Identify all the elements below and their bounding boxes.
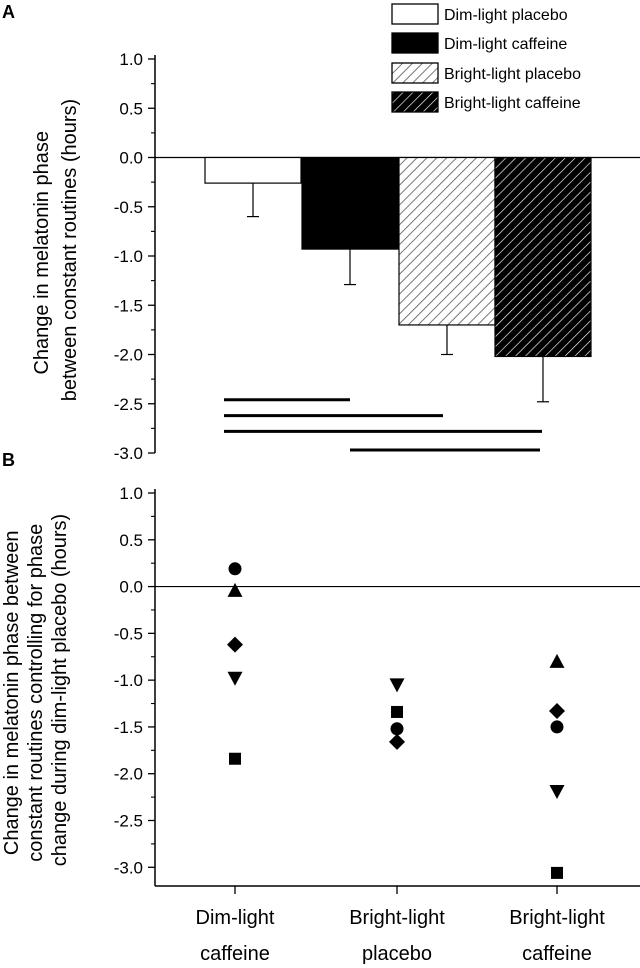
square-point: [391, 705, 403, 718]
panel-a-ytick-label: 1.0: [119, 50, 143, 69]
panel-b-ytick-label: 1.0: [119, 484, 143, 503]
panel-a-ytick-label: -2.0: [114, 346, 143, 365]
panel-a-ytick-label: 0.5: [119, 99, 143, 118]
panel-a-ytick-label: -1.0: [114, 247, 143, 266]
legend-swatch: [391, 32, 439, 54]
circle-point: [390, 722, 404, 736]
panel-b-ytick-label: -1.0: [114, 671, 143, 690]
square-point: [551, 866, 563, 879]
panel-label-a: A: [2, 2, 15, 22]
panel-b-ytick-label: 0.0: [119, 578, 143, 597]
panel-a-ytick-label: -2.5: [114, 395, 143, 414]
panel-b-ytick-label: -2.5: [114, 812, 143, 831]
panel-b-ytick-label: -1.5: [114, 718, 143, 737]
panel-a-ytick-label: -0.5: [114, 198, 143, 217]
category-label: placebo: [362, 943, 432, 965]
triangle-up-point: [227, 582, 243, 597]
category-label: Bright-light: [509, 907, 605, 929]
legend-label: Dim-light placebo: [444, 7, 568, 24]
circle-point: [550, 720, 564, 734]
diamond-point: [389, 733, 405, 750]
category-label: Dim-light: [196, 907, 275, 929]
category-label: Bright-light: [349, 907, 445, 929]
panel-b-ytick-label: -3.0: [114, 858, 143, 877]
panel-a-ylabel: Change in melatonin phase between consta…: [31, 99, 81, 401]
legend-label: Bright-light placebo: [444, 66, 581, 83]
diamond-point: [227, 636, 243, 653]
panel-b-ytick-label: -2.0: [114, 765, 143, 784]
triangle-up-point: [549, 653, 565, 668]
legend-swatch: [391, 91, 439, 113]
legend: Dim-light placebo Dim-light caffeine Brigh…: [391, 3, 581, 113]
legend-label: Dim-light caffeine: [444, 36, 567, 53]
legend-label: Bright-light caffeine: [444, 95, 581, 112]
triangle-down-point: [549, 784, 565, 799]
bar-0: [204, 156, 302, 184]
legend-swatch: [391, 3, 439, 25]
triangle-down-point: [227, 671, 243, 686]
panel-b-ylabel: Change in melatonin phase between consta…: [1, 514, 71, 866]
square-point: [229, 752, 241, 765]
category-label: caffeine: [200, 943, 270, 965]
panel-a-bar-chart: 1.0 0.5 0.0 -0.5 -1.0 -1.5 -2.0 -2.5 -3.0 Change…: [31, 3, 640, 463]
legend-swatch: [391, 62, 439, 84]
bar-1: [301, 156, 399, 250]
circle-point: [228, 562, 242, 576]
panel-a-ytick-label: -3.0: [114, 444, 143, 463]
diamond-point: [549, 703, 565, 720]
category-label: caffeine: [522, 943, 592, 965]
panel-b-ytick-label: -0.5: [114, 624, 143, 643]
bar-2: [398, 156, 496, 326]
panel-a-ytick-label: 0.0: [119, 149, 143, 168]
panel-b-scatter-chart: 1.0 0.5 0.0 -0.5 -1.0 -1.5 -2.0 -2.5 -3.0 Change…: [1, 484, 640, 965]
bar-3: [494, 156, 592, 358]
panel-label-b: B: [2, 450, 15, 470]
panel-a-ytick-label: -1.5: [114, 296, 143, 315]
triangle-down-point: [389, 678, 405, 693]
panel-b-ytick-label: 0.5: [119, 531, 143, 550]
